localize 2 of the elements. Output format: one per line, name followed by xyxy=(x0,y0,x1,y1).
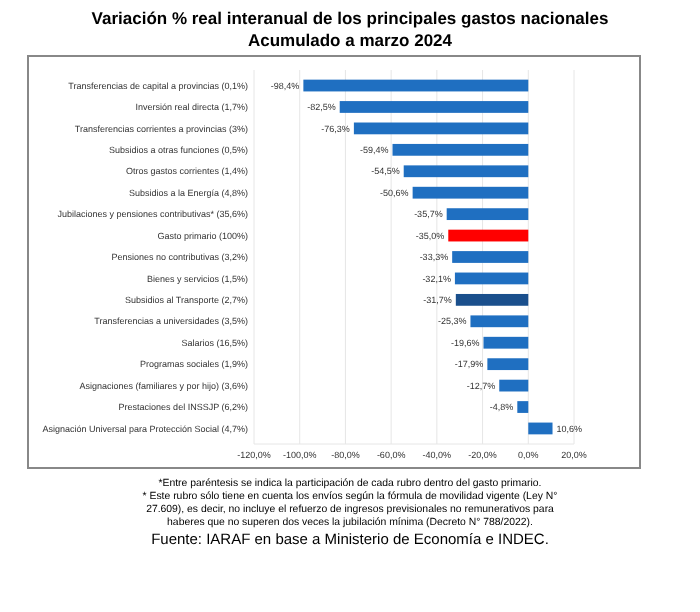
chart-subtitle: Acumulado a marzo 2024 xyxy=(247,30,453,50)
chart-title: Variación % real interanual de los principales gastos nacionales xyxy=(91,8,609,28)
